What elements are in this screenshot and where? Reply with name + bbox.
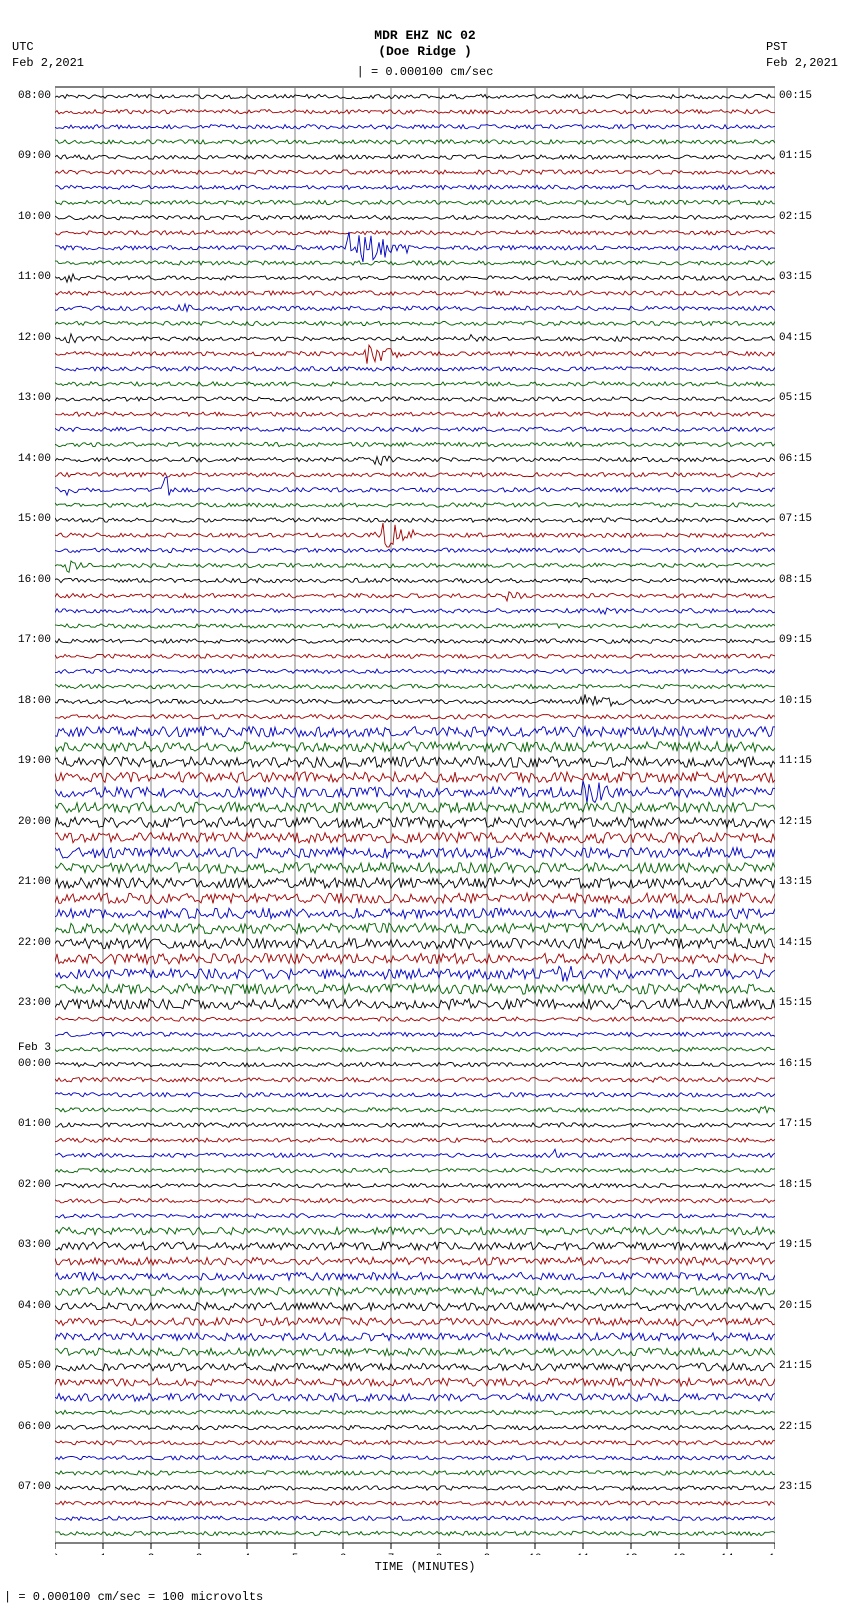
- svg-text:0: 0: [55, 1553, 58, 1555]
- time-label: 04:00: [18, 1301, 51, 1312]
- time-label: 11:15: [779, 756, 812, 767]
- svg-text:3: 3: [196, 1553, 203, 1555]
- svg-text:10: 10: [528, 1553, 541, 1555]
- time-label: 21:15: [779, 1361, 812, 1372]
- time-label: 04:15: [779, 333, 812, 344]
- scale-value: 0.000100 cm/sec: [385, 65, 493, 79]
- time-label: 19:00: [18, 756, 51, 767]
- x-axis-label: TIME (MINUTES): [0, 1560, 850, 1574]
- time-label: 17:15: [779, 1119, 812, 1130]
- time-label: 13:15: [779, 877, 812, 888]
- time-label: 19:15: [779, 1240, 812, 1251]
- time-label: 13:00: [18, 393, 51, 404]
- time-label: 21:00: [18, 877, 51, 888]
- tz-left-date: Feb 2,2021: [12, 56, 84, 72]
- svg-text:5: 5: [292, 1553, 299, 1555]
- location-line: (Doe Ridge ): [0, 44, 850, 60]
- svg-text:15: 15: [768, 1553, 775, 1555]
- time-label: 12:00: [18, 333, 51, 344]
- time-label: 09:15: [779, 635, 812, 646]
- header-block: MDR EHZ NC 02 (Doe Ridge ): [0, 28, 850, 59]
- tz-right-block: PST Feb 2,2021: [766, 40, 838, 71]
- time-label: 22:00: [18, 938, 51, 949]
- time-label: 16:00: [18, 575, 51, 586]
- svg-text:2: 2: [148, 1553, 155, 1555]
- time-label: 15:00: [18, 514, 51, 525]
- time-label: 20:15: [779, 1301, 812, 1312]
- footer-line: | = 0.000100 cm/sec = 100 microvolts: [4, 1590, 263, 1604]
- time-label: 03:15: [779, 272, 812, 283]
- tz-right-label: PST: [766, 40, 838, 56]
- svg-text:4: 4: [244, 1553, 251, 1555]
- time-label: 23:15: [779, 1482, 812, 1493]
- time-label: 02:00: [18, 1180, 51, 1191]
- svg-text:11: 11: [576, 1553, 590, 1555]
- svg-text:12: 12: [624, 1553, 637, 1555]
- left-time-labels: 08:00 09:00 10:00 11:00 12:00 13:00 14:00 15:00…: [0, 85, 55, 1555]
- time-label: 02:15: [779, 212, 812, 223]
- svg-text:7: 7: [388, 1553, 395, 1555]
- svg-text:14: 14: [720, 1553, 734, 1555]
- time-label: 01:15: [779, 151, 812, 162]
- time-label: 14:15: [779, 938, 812, 949]
- time-label: 00:15: [779, 91, 812, 102]
- time-label: 01:00: [18, 1119, 51, 1130]
- time-label: 10:00: [18, 212, 51, 223]
- time-label: 15:15: [779, 998, 812, 1009]
- seismogram-svg: 0123456789101112131415: [55, 85, 775, 1555]
- scale-line: | = 0.000100 cm/sec: [0, 65, 850, 79]
- time-label: 23:00: [18, 998, 51, 1009]
- tz-left-block: UTC Feb 2,2021: [12, 40, 84, 71]
- time-label: 12:15: [779, 817, 812, 828]
- tz-right-date: Feb 2,2021: [766, 56, 838, 72]
- seismogram-page: MDR EHZ NC 02 (Doe Ridge ) | = 0.000100 …: [0, 0, 850, 1613]
- right-time-labels: 00:15 01:15 02:15 03:15 04:15 05:15 06:15 07:15…: [775, 85, 845, 1555]
- svg-text:8: 8: [436, 1553, 443, 1555]
- time-label: Feb 3: [18, 1043, 51, 1054]
- time-label: 06:15: [779, 454, 812, 465]
- time-label: 06:00: [18, 1422, 51, 1433]
- station-line: MDR EHZ NC 02: [0, 28, 850, 44]
- plot-area: 0123456789101112131415: [55, 85, 775, 1555]
- svg-text:1: 1: [100, 1553, 107, 1555]
- scale-prefix: | =: [357, 65, 386, 79]
- time-label: 18:00: [18, 696, 51, 707]
- time-label: 07:00: [18, 1482, 51, 1493]
- time-label: 05:00: [18, 1361, 51, 1372]
- time-label: 18:15: [779, 1180, 812, 1191]
- time-label: 11:00: [18, 272, 51, 283]
- time-label: 03:00: [18, 1240, 51, 1251]
- time-label: 16:15: [779, 1059, 812, 1070]
- time-label: 07:15: [779, 514, 812, 525]
- time-label: 20:00: [18, 817, 51, 828]
- time-label: 08:00: [18, 91, 51, 102]
- svg-text:9: 9: [484, 1553, 491, 1555]
- time-label: 05:15: [779, 393, 812, 404]
- time-label: 10:15: [779, 696, 812, 707]
- time-label: 09:00: [18, 151, 51, 162]
- tz-left-label: UTC: [12, 40, 84, 56]
- time-label: 22:15: [779, 1422, 812, 1433]
- time-label: 08:15: [779, 575, 812, 586]
- svg-text:13: 13: [672, 1553, 685, 1555]
- svg-text:6: 6: [340, 1553, 347, 1555]
- time-label: 14:00: [18, 454, 51, 465]
- time-label: 17:00: [18, 635, 51, 646]
- time-label: 00:00: [18, 1059, 51, 1070]
